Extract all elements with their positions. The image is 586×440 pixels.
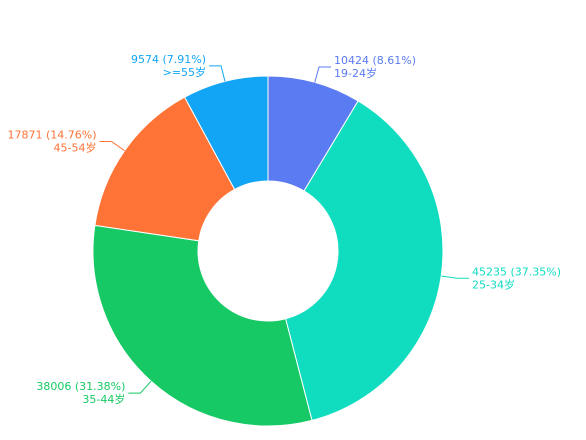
value-label: 17871 (14.76%) (7, 129, 96, 142)
slice (94, 96, 236, 242)
leader-line (209, 65, 226, 82)
leader-line (99, 141, 125, 152)
slice (183, 75, 269, 191)
slice (92, 224, 313, 427)
leader-line (441, 275, 470, 279)
category-label: 45-54岁 (54, 141, 97, 155)
value-label: 45235 (37.35%) (472, 265, 561, 278)
leader-line (314, 66, 332, 83)
category-label: 19-24岁 (334, 66, 377, 80)
category-label: >=55岁 (163, 65, 206, 79)
category-label: 25-34岁 (472, 277, 515, 291)
slice (284, 100, 444, 421)
category-label: 35-44岁 (82, 392, 125, 406)
value-label: 38006 (31.38%) (36, 380, 125, 393)
value-label: 10424 (8.61%) (334, 54, 416, 67)
leader-line (128, 380, 152, 394)
value-label: 9574 (7.91%) (131, 53, 206, 66)
